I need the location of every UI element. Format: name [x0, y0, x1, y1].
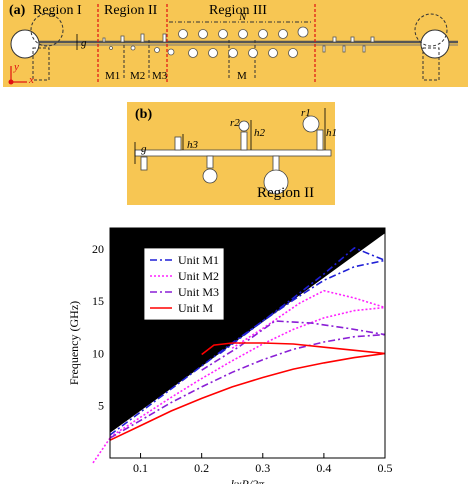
panel-b-tag: (b) — [135, 107, 153, 122]
g-label-b: g — [141, 143, 147, 155]
series-line-4 — [109, 333, 386, 439]
legend-label: Unit M — [178, 301, 213, 315]
marker-m2: M2 — [130, 70, 146, 82]
y-tick-label: 15 — [92, 294, 104, 308]
axis-y-label: y — [14, 61, 19, 73]
dispersion-chart: 0.1 0.2 0.3 0.4 0.5 5 10 15 20 kxP/2π Frequency (G… — [67, 227, 393, 484]
y-axis-label: Frequency (GHz) — [67, 301, 81, 385]
region-2-label: Region II — [104, 3, 158, 18]
marker-m3: M3 — [152, 70, 168, 82]
x-axis-label: kxP/2π — [231, 477, 265, 484]
legend-label: Unit M2 — [178, 269, 219, 283]
region-3-label: Region III — [209, 3, 267, 18]
x-tick-label: 0.2 — [194, 461, 209, 475]
series-line-2 — [109, 306, 386, 438]
x-tick-label: 0.1 — [133, 461, 148, 475]
series-extension — [92, 437, 111, 464]
x-tick-label: 0.5 — [378, 461, 393, 475]
legend-label: Unit M1 — [178, 253, 219, 267]
marker-m1: M1 — [105, 70, 121, 82]
y-tick-label: 5 — [98, 399, 104, 413]
panel-b: (b) g h3 r2 h2 r1 h1 Region II — [127, 102, 337, 205]
y-tick-label: 10 — [92, 346, 104, 360]
panel-a-drawing — [8, 4, 458, 85]
series-line-3 — [231, 289, 386, 349]
panel-c-tag: (c) — [116, 233, 129, 247]
region-2-label-b: Region II — [257, 185, 315, 201]
y-tick-label: 20 — [92, 242, 104, 256]
axis-x-label: x — [29, 74, 34, 86]
chart-panel-c: 0.1 0.2 0.3 0.4 0.5 5 10 15 20 kxP/2π Frequency (G… — [0, 214, 474, 484]
panel-a: (a) Region I Region II Region III N g y … — [3, 0, 468, 87]
legend-label: Unit M3 — [178, 285, 219, 299]
series-line-6 — [109, 352, 386, 441]
panel-a-tag: (a) — [9, 3, 26, 18]
h1-label: h1 — [326, 127, 337, 139]
h2-label: h2 — [254, 127, 265, 139]
plot-frame — [109, 227, 386, 459]
g-label: g — [81, 37, 87, 49]
h3-label: h3 — [187, 139, 198, 151]
n-label: N — [239, 11, 247, 23]
x-tick-label: 0.4 — [316, 461, 331, 475]
panel-b-drawing — [134, 108, 332, 195]
series-line-1 — [219, 246, 386, 355]
series-line-7 — [201, 342, 386, 356]
r2-label: r2 — [230, 117, 240, 129]
series-line-5 — [201, 320, 386, 371]
x-tick-label: 0.3 — [255, 461, 270, 475]
r1-label: r1 — [301, 107, 311, 119]
marker-m: M — [237, 70, 247, 82]
region-1-label: Region I — [33, 3, 82, 18]
